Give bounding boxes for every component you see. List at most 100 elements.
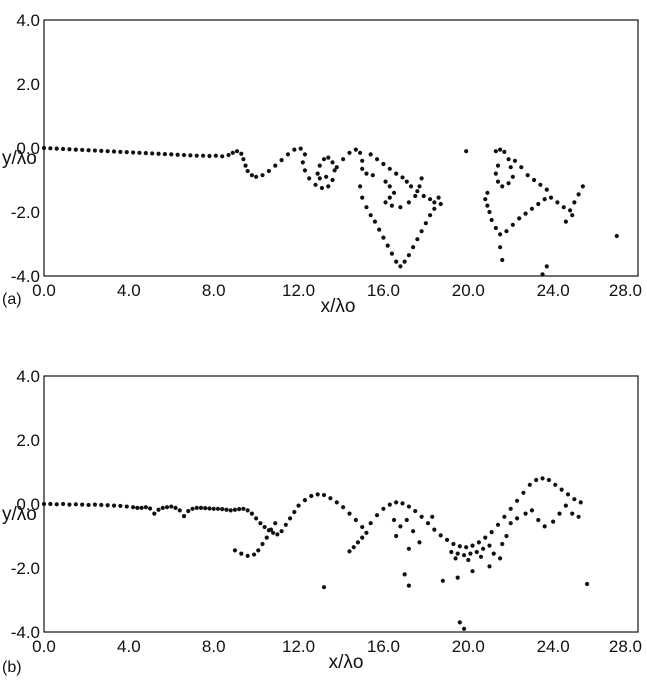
data-point bbox=[260, 173, 265, 178]
data-point bbox=[500, 184, 505, 189]
x-tick-label: 12.0 bbox=[282, 637, 315, 656]
data-point bbox=[408, 184, 414, 189]
data-point bbox=[400, 175, 405, 180]
data-point bbox=[495, 163, 501, 168]
data-point bbox=[41, 145, 47, 151]
data-point bbox=[578, 500, 583, 505]
data-point bbox=[243, 163, 248, 168]
data-point bbox=[370, 173, 375, 178]
data-point bbox=[328, 496, 333, 501]
data-point bbox=[398, 264, 403, 269]
data-point bbox=[498, 232, 503, 237]
data-point bbox=[237, 507, 242, 512]
data-point bbox=[239, 551, 244, 556]
data-point bbox=[92, 148, 98, 153]
data-point bbox=[464, 545, 469, 550]
data-point bbox=[504, 533, 509, 539]
data-point bbox=[383, 179, 388, 184]
data-point bbox=[118, 503, 123, 509]
x-tick-label: 20.0 bbox=[452, 281, 485, 300]
data-point bbox=[355, 540, 361, 545]
data-point bbox=[529, 206, 535, 211]
data-point bbox=[268, 527, 274, 532]
x-tick-labels-b: 0.0 4.0 8.0 12.0 16.0 20.0 24.0 28.0 bbox=[32, 637, 642, 656]
data-point bbox=[536, 201, 541, 207]
data-point bbox=[419, 514, 424, 519]
data-point bbox=[287, 516, 293, 521]
data-point bbox=[377, 227, 382, 232]
data-point bbox=[186, 508, 191, 514]
data-point bbox=[360, 166, 365, 171]
data-point bbox=[430, 514, 435, 519]
data-point bbox=[453, 556, 458, 561]
data-point bbox=[428, 213, 433, 218]
data-point bbox=[177, 508, 182, 513]
data-point bbox=[406, 200, 411, 205]
data-point bbox=[131, 150, 136, 155]
x-tick-label: 20.0 bbox=[452, 637, 485, 656]
data-point bbox=[457, 620, 462, 625]
data-point bbox=[364, 171, 369, 176]
x-tick-label: 0.0 bbox=[32, 637, 56, 656]
data-point bbox=[251, 552, 257, 557]
data-point bbox=[241, 157, 246, 162]
data-point bbox=[495, 522, 501, 527]
data-point bbox=[341, 157, 346, 162]
data-point bbox=[502, 514, 507, 519]
data-point bbox=[332, 168, 337, 173]
x-tick-label: 16.0 bbox=[367, 637, 400, 656]
data-point bbox=[570, 511, 575, 516]
data-point bbox=[523, 511, 528, 516]
data-point bbox=[147, 506, 153, 511]
data-point bbox=[498, 245, 503, 250]
data-point bbox=[381, 235, 386, 240]
data-point bbox=[175, 152, 180, 157]
data-point bbox=[432, 206, 437, 211]
data-point bbox=[194, 153, 199, 158]
data-point bbox=[542, 197, 547, 202]
data-point bbox=[230, 150, 235, 155]
data-point bbox=[508, 165, 513, 170]
data-point bbox=[334, 165, 339, 170]
data-point bbox=[406, 504, 411, 509]
data-point bbox=[415, 189, 420, 194]
plot-frame-a bbox=[43, 19, 639, 277]
data-point bbox=[502, 149, 507, 154]
data-point bbox=[307, 176, 312, 181]
data-points-a bbox=[41, 145, 619, 277]
data-point bbox=[548, 195, 554, 200]
data-point bbox=[381, 161, 386, 167]
data-point bbox=[162, 151, 168, 157]
data-point bbox=[394, 259, 399, 264]
data-point bbox=[86, 148, 91, 153]
data-point bbox=[99, 502, 104, 508]
data-point bbox=[245, 508, 250, 513]
data-point bbox=[438, 533, 443, 538]
data-point bbox=[487, 543, 492, 548]
data-point bbox=[470, 569, 475, 574]
data-point bbox=[423, 221, 428, 226]
data-point bbox=[220, 154, 225, 159]
data-point bbox=[324, 174, 329, 179]
data-point bbox=[143, 151, 148, 156]
data-point bbox=[302, 498, 308, 503]
data-point bbox=[226, 152, 231, 158]
data-point bbox=[413, 193, 418, 199]
data-point bbox=[512, 158, 518, 163]
data-point bbox=[476, 540, 481, 545]
y-tick-label: 2.0 bbox=[16, 75, 40, 94]
data-point bbox=[194, 505, 199, 510]
data-point bbox=[326, 155, 331, 160]
data-point bbox=[411, 245, 416, 250]
panel-label-a: (a) bbox=[2, 291, 22, 308]
data-point bbox=[41, 501, 47, 507]
data-point bbox=[531, 177, 537, 183]
data-point bbox=[540, 272, 545, 277]
data-point bbox=[80, 502, 85, 507]
data-point bbox=[428, 197, 433, 202]
data-point bbox=[404, 517, 409, 523]
data-point bbox=[317, 176, 322, 181]
data-point bbox=[353, 147, 358, 152]
data-point bbox=[500, 257, 505, 263]
